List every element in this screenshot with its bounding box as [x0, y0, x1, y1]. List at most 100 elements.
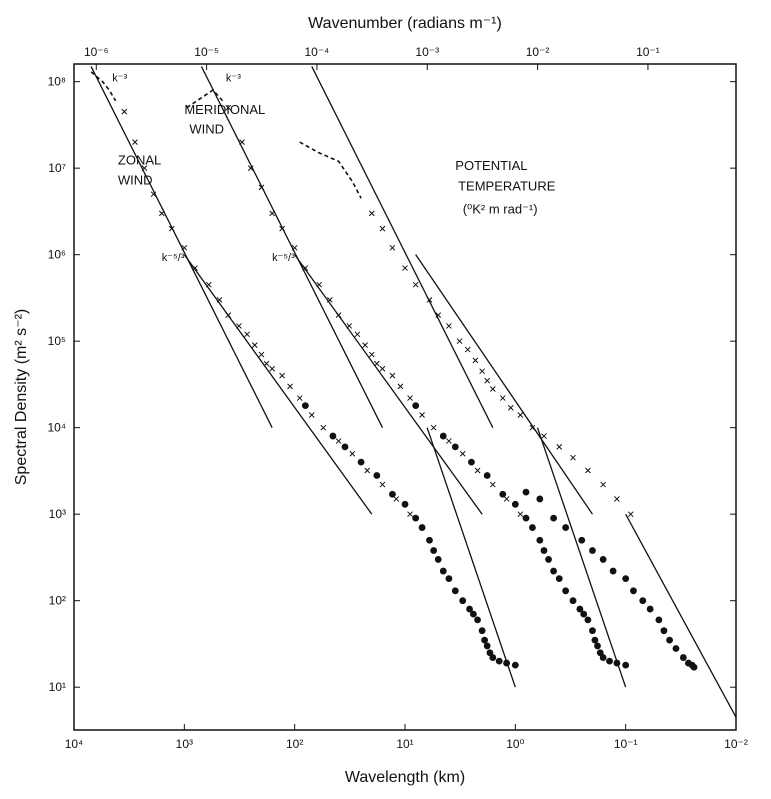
cross-point — [456, 338, 463, 345]
cross-point — [308, 412, 315, 418]
x-tick-label: 10⁴ — [65, 737, 84, 751]
top-tick-label: 10⁻³ — [415, 45, 439, 59]
dot-point — [660, 627, 668, 635]
dot-point — [630, 587, 637, 595]
x-tick-label: 10⁰ — [506, 737, 524, 751]
cross-point — [472, 357, 479, 364]
dot-point — [578, 536, 586, 544]
cross-point — [346, 323, 353, 329]
cross-point — [529, 424, 536, 431]
dot-point — [622, 575, 630, 583]
cross-point — [364, 467, 371, 474]
cross-point — [181, 244, 188, 251]
series-0 — [90, 71, 519, 669]
dot-point — [606, 657, 613, 665]
series-1 — [186, 88, 630, 669]
dot-point — [655, 616, 663, 624]
reference-line — [426, 427, 516, 688]
dot-point — [529, 524, 536, 531]
cross-point — [402, 265, 408, 271]
cross-point — [474, 467, 481, 474]
cross-point — [239, 139, 245, 145]
annotations: ZONAL WIND MERIDIONAL WIND POTENTIAL TEMPERAT… — [112, 73, 555, 264]
dot-point — [562, 524, 570, 531]
cross-point — [430, 424, 437, 431]
cross-point — [614, 496, 620, 502]
cross-point — [368, 351, 375, 358]
dot-point — [468, 458, 475, 466]
cross-point — [517, 511, 524, 518]
reference-line — [90, 66, 273, 428]
cross-point — [407, 395, 413, 401]
cross-point — [503, 496, 510, 502]
cross-point — [446, 438, 452, 444]
dot-point — [401, 500, 409, 508]
cross-point — [302, 265, 309, 271]
cross-point — [244, 331, 250, 338]
slope-label: k⁻⁵/³ — [272, 252, 295, 264]
cross-point — [362, 342, 368, 348]
plot-frame — [73, 63, 737, 731]
cross-point — [489, 481, 496, 488]
cross-point — [397, 383, 404, 390]
dot-point — [357, 458, 365, 466]
dot-point — [589, 627, 596, 635]
dot-point — [451, 587, 459, 595]
x-tick-label: 10¹ — [396, 737, 413, 751]
dot-point — [412, 514, 420, 522]
top-tick-label: 10⁻¹ — [636, 45, 660, 59]
cross-point — [192, 265, 198, 271]
cross-point — [373, 360, 380, 367]
cross-point — [517, 412, 524, 418]
reference-line — [625, 513, 737, 718]
cross-point — [354, 331, 361, 338]
dot-point — [550, 514, 557, 522]
cross-point — [296, 395, 303, 401]
dot-point — [569, 597, 577, 605]
y-tick-label: 10⁷ — [48, 161, 66, 175]
dot-point — [483, 472, 491, 479]
dot-point — [301, 402, 309, 409]
dot-point — [580, 610, 588, 618]
dot-point — [609, 567, 617, 575]
series-dashed-segment — [186, 88, 224, 109]
cross-point — [479, 368, 485, 375]
cross-point — [435, 312, 442, 318]
slope-label: k⁻³ — [112, 73, 127, 85]
cross-point — [349, 450, 356, 457]
series-dashed-segment — [299, 141, 362, 199]
dot-point — [666, 636, 673, 644]
cross-point — [379, 365, 386, 372]
cross-point — [412, 281, 419, 288]
cross-point — [464, 346, 471, 353]
cross-point — [368, 210, 375, 217]
dot-point — [434, 556, 442, 563]
cross-point — [600, 481, 606, 488]
cross-point — [251, 342, 258, 348]
cross-point — [335, 438, 342, 444]
x-axis-ticks: 10⁴ 10³ 10² 10¹ 10⁰ 10⁻¹ 10⁻² — [65, 724, 748, 751]
y-tick-label: 10⁸ — [48, 75, 66, 89]
dot-point — [495, 657, 503, 665]
y-axis-ticks: 10⁸ 10⁷ 10⁶ 10⁵ 10⁴ 10³ 10² 10¹ — [47, 75, 736, 694]
dot-point — [474, 616, 481, 624]
cross-point — [236, 323, 242, 329]
dot-point — [373, 472, 381, 479]
top-tick-label: 10⁻⁴ — [305, 45, 330, 59]
y-tick-label: 10⁶ — [48, 248, 66, 262]
dot-point — [439, 567, 447, 575]
dot-point — [426, 536, 433, 544]
reference-line — [536, 427, 627, 688]
cross-point — [541, 433, 547, 439]
dot-point — [503, 659, 510, 667]
dot-point — [536, 495, 544, 503]
dot-point — [536, 536, 544, 544]
cross-point — [205, 281, 212, 288]
dot-point — [690, 663, 698, 671]
reference-line — [183, 254, 373, 515]
x-axis-title: Wavelength (km) — [345, 769, 465, 786]
data-series — [90, 71, 698, 671]
dot-point — [599, 556, 607, 563]
cross-point — [216, 297, 223, 303]
